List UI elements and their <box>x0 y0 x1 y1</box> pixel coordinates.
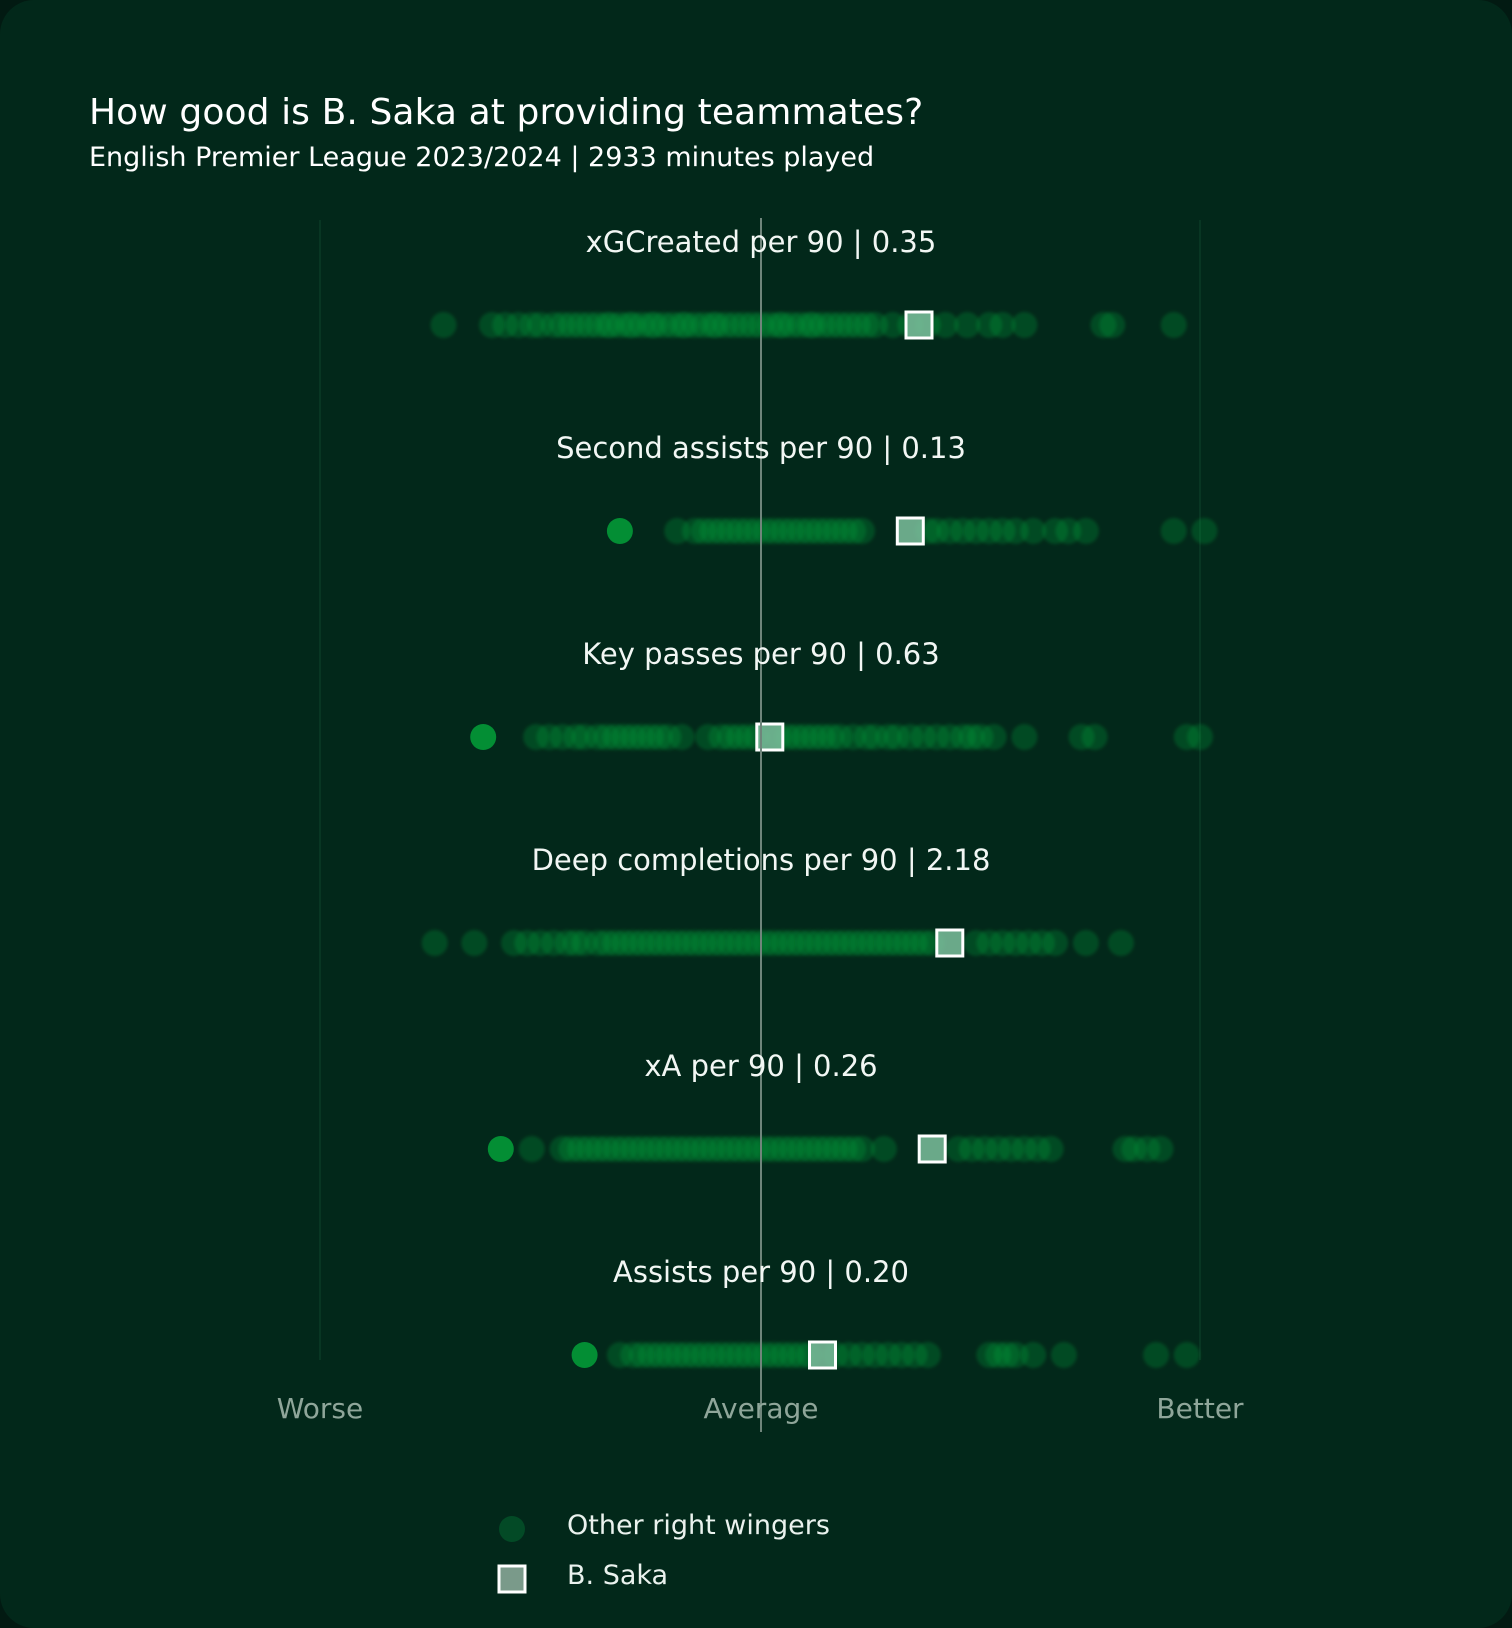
metric-label: Second assists per 90 | 0.13 <box>556 431 966 465</box>
other-player-dot <box>1042 930 1069 956</box>
other-player-dot <box>430 312 457 338</box>
legend-label-other: Other right wingers <box>567 1510 830 1541</box>
metric-row <box>421 928 1134 958</box>
legend-label-player: B. Saka <box>567 1560 669 1591</box>
other-player-dot <box>487 1136 514 1162</box>
chart-subtitle: English Premier League 2023/2024 | 2933 … <box>89 142 875 173</box>
other-player-dot <box>470 724 497 750</box>
scale-label-average: Average <box>704 1392 819 1425</box>
other-player-dot <box>954 312 981 338</box>
other-player-dot <box>1081 724 1108 750</box>
metric-row <box>606 516 1218 546</box>
other-player-dot <box>1099 312 1126 338</box>
metric-labels: xGCreated per 90 | 0.35 Second assists pe… <box>532 225 991 1289</box>
scale-label-better: Better <box>1156 1392 1244 1425</box>
other-player-dot <box>1143 1342 1170 1368</box>
metric-row <box>487 1134 1174 1164</box>
other-player-dot <box>1191 518 1218 544</box>
other-player-dot <box>606 518 633 544</box>
metric-row <box>571 1340 1200 1370</box>
other-player-dot <box>421 930 448 956</box>
other-player-dot <box>914 1342 941 1368</box>
metric-row <box>470 722 1213 752</box>
other-player-dot <box>849 1136 875 1162</box>
metric-row <box>430 310 1187 340</box>
metric-label: Deep completions per 90 | 2.18 <box>532 843 991 877</box>
other-player-dot <box>1173 1342 1200 1368</box>
player-marker <box>935 928 965 958</box>
other-player-dot <box>668 724 695 750</box>
metric-rows <box>421 310 1218 1370</box>
other-player-dot <box>1011 724 1038 750</box>
scale-labels: Worse Average Better <box>277 1392 1244 1425</box>
other-player-dot <box>1187 724 1213 750</box>
metric-label: Assists per 90 | 0.20 <box>613 1255 909 1289</box>
other-player-dot <box>989 312 1016 338</box>
other-player-dot <box>849 518 875 544</box>
other-player-dot <box>461 930 488 956</box>
metric-label: Key passes per 90 | 0.63 <box>582 637 939 671</box>
other-player-dot <box>1011 312 1038 338</box>
legend-square-icon <box>497 1564 527 1594</box>
other-player-dot <box>1072 518 1099 544</box>
other-player-dot <box>1020 1342 1047 1368</box>
scale-label-worse: Worse <box>277 1392 364 1425</box>
other-player-dot <box>1160 312 1187 338</box>
other-player-dot <box>1160 518 1187 544</box>
other-player-dot <box>870 1136 897 1162</box>
legend-dot-icon <box>499 1516 525 1542</box>
other-player-dot <box>1072 930 1099 956</box>
chart-title: How good is B. Saka at providing teammat… <box>89 92 924 133</box>
metric-label: xA per 90 | 0.26 <box>644 1049 877 1083</box>
other-player-dot <box>980 724 1007 750</box>
other-player-dot <box>1020 518 1047 544</box>
other-player-dot <box>1037 1136 1064 1162</box>
other-player-dot <box>1147 1136 1174 1162</box>
metric-label: xGCreated per 90 | 0.35 <box>586 225 937 259</box>
player-marker <box>808 1340 837 1370</box>
other-player-dot <box>1050 1342 1077 1368</box>
player-marker <box>904 310 934 340</box>
other-player-dot <box>571 1342 598 1368</box>
other-player-dot <box>1108 930 1134 956</box>
player-marker <box>917 1134 947 1164</box>
player-marker <box>895 516 925 546</box>
other-player-dot <box>518 1136 545 1162</box>
other-player-dot <box>932 312 959 338</box>
